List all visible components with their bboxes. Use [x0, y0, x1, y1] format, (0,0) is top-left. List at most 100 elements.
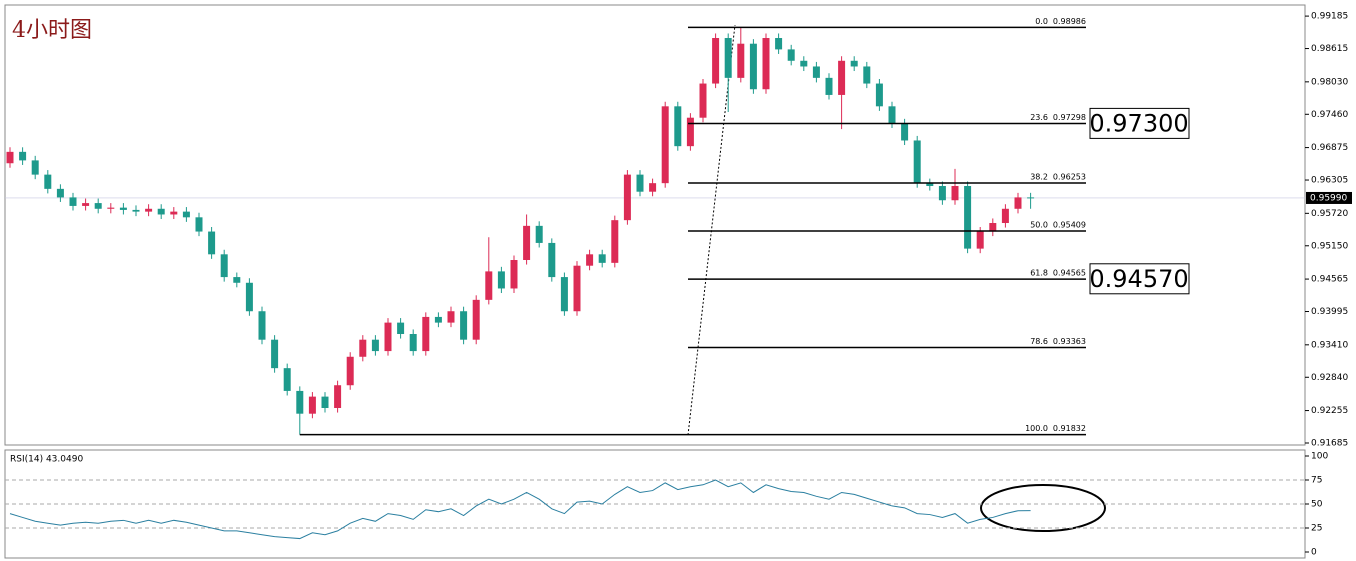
- fib-price: 0.94565: [1053, 269, 1086, 278]
- current-price-box: [1306, 191, 1352, 204]
- candle-body: [69, 197, 77, 206]
- fib-ratio: 38.2: [1030, 172, 1048, 181]
- candle-body: [636, 174, 644, 192]
- candle-body: [1027, 197, 1035, 199]
- candle-body: [510, 260, 518, 289]
- y-tick-label: 0.96875: [1311, 143, 1348, 153]
- fib-price: 0.93363: [1053, 337, 1086, 346]
- fib-price: 0.98986: [1053, 17, 1086, 26]
- candle-body: [107, 207, 115, 209]
- candle-body: [611, 220, 619, 263]
- candle-body: [674, 106, 682, 147]
- fib-ratio: 23.6: [1030, 113, 1048, 122]
- y-tick-label: 0.93410: [1311, 340, 1348, 350]
- candle-body: [775, 38, 783, 50]
- fib-price: 0.91832: [1053, 424, 1086, 433]
- candle-body: [283, 368, 291, 391]
- candle-body: [409, 334, 417, 352]
- candle-body: [800, 60, 808, 67]
- candle-body: [712, 38, 720, 84]
- rsi-tick-label: 50: [1311, 500, 1323, 510]
- fib-ratio: 0.0: [1035, 17, 1048, 26]
- candle-body: [397, 322, 405, 335]
- candle-body: [548, 242, 556, 278]
- candle-body: [560, 277, 568, 312]
- annotation-box: [1089, 107, 1190, 139]
- rsi-tick-label: 0: [1311, 548, 1317, 558]
- candle-body: [787, 49, 795, 61]
- y-tick-label: 0.92255: [1311, 406, 1348, 416]
- fib-ratio: 50.0: [1030, 221, 1048, 230]
- candle-body: [901, 123, 909, 141]
- candle-body: [195, 217, 203, 232]
- chart-title: 4小时图: [12, 18, 92, 43]
- candle-body: [44, 174, 52, 189]
- candle-body: [649, 183, 657, 192]
- candle-body: [976, 231, 984, 249]
- candle-body: [132, 209, 140, 212]
- y-tick-label: 0.97460: [1311, 110, 1348, 120]
- current-price-label: 0.95990: [1310, 193, 1347, 203]
- rsi-tick-label: 75: [1311, 476, 1322, 486]
- candle-body: [989, 223, 997, 232]
- candle-body: [371, 339, 379, 352]
- candle-body: [598, 254, 606, 263]
- candle-body: [964, 186, 972, 249]
- candle-body: [460, 311, 468, 340]
- candle-body: [94, 203, 102, 209]
- candle-body: [208, 231, 216, 255]
- y-tick-label: 0.95150: [1311, 241, 1348, 251]
- rsi-line: [9, 479, 1031, 540]
- candle-body: [875, 83, 883, 107]
- candle-body: [31, 160, 39, 175]
- rsi-circle: [980, 484, 1106, 532]
- y-tick-label: 0.98615: [1311, 44, 1348, 54]
- rsi-tick-label: 25: [1311, 524, 1322, 534]
- candle-body: [296, 390, 304, 414]
- candle-body: [762, 38, 770, 90]
- rsi-tick-label: 100: [1311, 452, 1328, 462]
- y-tick-label: 0.92840: [1311, 373, 1348, 383]
- candle-body: [145, 208, 153, 212]
- candle-body: [308, 396, 316, 414]
- candle-body: [825, 77, 833, 95]
- candle-body: [686, 117, 694, 147]
- fib-ratio: 100.0: [1025, 424, 1048, 433]
- candle-body: [535, 225, 543, 243]
- rsi-label: RSI(14) 43.0490: [10, 455, 83, 465]
- candle-body: [812, 66, 820, 78]
- candle-body: [485, 271, 493, 300]
- candle-body: [749, 43, 757, 90]
- price-frame: [4, 4, 1306, 446]
- candle-body: [6, 151, 14, 164]
- candle-body: [321, 396, 329, 409]
- candle-body: [170, 211, 178, 215]
- candle-body: [938, 186, 946, 201]
- candle-body: [182, 211, 190, 218]
- candle-body: [1001, 208, 1009, 224]
- candle-body: [447, 311, 455, 323]
- candle-body: [888, 106, 896, 124]
- candle-body: [573, 265, 581, 312]
- y-tick-label: 0.98030: [1311, 77, 1348, 87]
- candle-body: [926, 183, 934, 187]
- candle-body: [422, 316, 430, 352]
- y-tick-label: 0.93995: [1311, 307, 1348, 317]
- candle-body: [346, 356, 354, 386]
- candle-body: [258, 311, 266, 340]
- candle-body: [56, 188, 64, 198]
- candle-body: [850, 60, 858, 67]
- candle-body: [661, 106, 669, 184]
- candle-body: [724, 38, 732, 78]
- fib-price: 0.95409: [1053, 221, 1086, 230]
- candle-body: [699, 83, 707, 118]
- candle-body: [951, 186, 959, 201]
- candle-body: [838, 60, 846, 95]
- annotation-label: 0.97300: [1089, 109, 1188, 137]
- candle-body: [497, 271, 505, 289]
- candle-body: [384, 322, 392, 352]
- candle-body: [523, 225, 531, 261]
- y-tick-label: 0.94565: [1311, 275, 1348, 285]
